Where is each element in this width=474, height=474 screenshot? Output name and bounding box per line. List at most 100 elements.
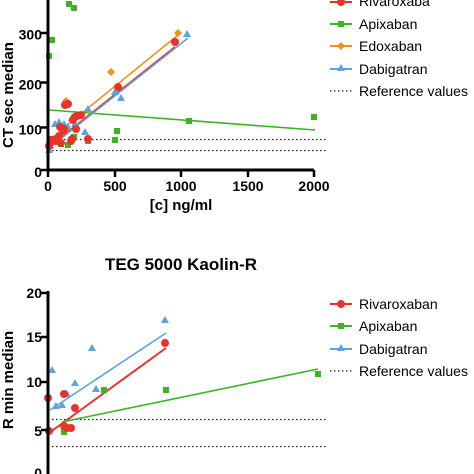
- x-tick-label: 1500: [232, 178, 263, 194]
- data-point-rivaroxaban: [64, 100, 72, 108]
- x-tick-labels-ct: 0 500 1000 1500 2000: [44, 178, 330, 194]
- data-point-apixaban: [112, 137, 118, 143]
- legend-item-rivaroxaban: Rivaroxaban: [330, 296, 438, 312]
- legend-item-apixaban: Apixaban: [330, 16, 417, 32]
- data-point-dabigatran: [111, 88, 119, 95]
- x-tick-label: 1000: [165, 178, 196, 194]
- legend-marker: [338, 21, 344, 27]
- data-point-dabigatran: [117, 94, 125, 101]
- legend-label: Apixaban: [359, 16, 417, 32]
- fit-line-rivaroxaban: [48, 347, 167, 434]
- chart-title: TEG 5000 Kaolin-R: [105, 255, 257, 274]
- data-point-dabigatran: [52, 402, 60, 409]
- legend-marker: [337, 300, 345, 308]
- data-point-rivaroxaban: [84, 135, 92, 143]
- legend-label: Reference values: [359, 363, 468, 379]
- x-tick-label: 2000: [298, 178, 329, 194]
- y-axis-title-r: R min median: [0, 331, 17, 429]
- data-point-dabigatran: [81, 128, 89, 135]
- legend-label: Reference values: [359, 83, 468, 99]
- legend-item-reference-values: Reference values: [330, 83, 468, 99]
- y-tick-labels-ct: 0 100 200 300: [19, 27, 43, 181]
- x-axis-title-ct: [c] ng/ml: [150, 197, 213, 214]
- fit-line-rivaroxaban: [48, 46, 176, 148]
- legend-marker: [338, 323, 344, 329]
- data-point-apixaban: [186, 118, 192, 124]
- data-point-apixaban: [49, 37, 55, 43]
- legend-label: Dabigatran: [359, 61, 428, 77]
- y-tick-label: 0: [34, 465, 42, 474]
- y-tick-label: 5: [34, 423, 42, 439]
- legend-label: Rivaroxaba: [359, 0, 430, 9]
- data-point-apixaban: [315, 371, 321, 377]
- data-point-dabigatran: [161, 316, 169, 323]
- y-tick-label: 100: [19, 122, 43, 138]
- data-point-edoxaban: [107, 68, 115, 76]
- data-point-rivaroxaban: [161, 339, 169, 347]
- data-point-rivaroxaban: [60, 390, 68, 398]
- y-tick-labels-r: 0 5 10 15 20: [26, 285, 42, 474]
- legend-marker: [337, 344, 345, 351]
- data-point-rivaroxaban: [114, 83, 122, 91]
- data-point-apixaban: [101, 387, 107, 393]
- legend-label: Dabigatran: [359, 341, 428, 357]
- legend-marker: [337, 42, 345, 50]
- points-ct: [45, 1, 317, 153]
- data-point-dabigatran: [183, 30, 191, 37]
- data-point-apixaban: [65, 142, 71, 148]
- y-tick-label: 200: [19, 77, 43, 93]
- y-axis-title-ct: CT sec median: [0, 42, 17, 148]
- fit-line-edoxaban: [65, 34, 179, 127]
- legend-label: Edoxaban: [359, 38, 422, 54]
- y-tick-label: 15: [26, 329, 42, 345]
- data-point-rivaroxaban: [68, 135, 76, 143]
- data-point-apixaban: [163, 387, 169, 393]
- data-point-rivaroxaban: [71, 404, 79, 412]
- legend-marker: [337, 0, 345, 6]
- legend-item-dabigatran: Dabigatran: [330, 341, 428, 357]
- legend-label: Rivaroxaban: [359, 296, 438, 312]
- y-tick-label: 300: [19, 27, 43, 43]
- legend-item-edoxaban: Edoxaban: [330, 38, 422, 54]
- chart-r: TEG 5000 Kaolin-R R min median 0 5 10 15…: [0, 255, 468, 474]
- data-point-apixaban: [66, 1, 72, 7]
- legend-item-apixaban: Apixaban: [330, 318, 417, 334]
- data-point-apixaban: [71, 5, 77, 11]
- axes-r: [41, 291, 50, 474]
- data-point-dabigatran: [92, 385, 100, 392]
- data-point-dabigatran: [71, 379, 79, 386]
- legend-ct: Rivaroxaba Apixaban Edoxaban Dabigatran …: [330, 0, 468, 99]
- data-point-rivaroxaban: [67, 424, 75, 432]
- legend-r: Rivaroxaban Apixaban Dabigatran Referenc…: [330, 296, 468, 379]
- y-tick-label: 10: [26, 374, 42, 390]
- reference-lines-r: [48, 418, 328, 448]
- legend-item-reference-values: Reference values: [330, 363, 468, 379]
- data-point-rivaroxaban: [57, 139, 65, 147]
- fit-lines-ct: [48, 34, 316, 149]
- data-point-dabigatran: [48, 366, 56, 373]
- data-point-edoxaban: [174, 29, 182, 37]
- data-point-rivaroxaban: [171, 38, 179, 46]
- data-point-dabigatran: [88, 344, 96, 351]
- fit-line-dabigatran: [49, 332, 167, 411]
- fit-line-apixaban: [61, 368, 319, 423]
- data-point-rivaroxaban: [60, 125, 68, 133]
- fit-line-apixaban: [48, 109, 316, 131]
- legend-item-rivaroxaba: Rivaroxaba: [330, 0, 430, 9]
- legend-label: Apixaban: [359, 318, 417, 334]
- fit-lines-r: [48, 332, 319, 434]
- data-point-dabigatran: [58, 401, 66, 408]
- data-point-dabigatran: [84, 105, 92, 112]
- data-point-apixaban: [311, 114, 317, 120]
- data-point-apixaban: [61, 429, 67, 435]
- data-point-rivaroxaban: [72, 125, 80, 133]
- chart-ct: CT sec median [c] ng/ml 0 100 200 300 0 …: [0, 0, 468, 214]
- y-tick-label: 0: [34, 164, 42, 180]
- axes-ct: [41, 0, 316, 177]
- x-tick-label: 0: [44, 178, 52, 194]
- y-tick-label: 20: [26, 285, 42, 301]
- x-tick-label: 500: [103, 178, 127, 194]
- data-point-apixaban: [114, 128, 120, 134]
- data-point-rivaroxaban: [77, 111, 85, 119]
